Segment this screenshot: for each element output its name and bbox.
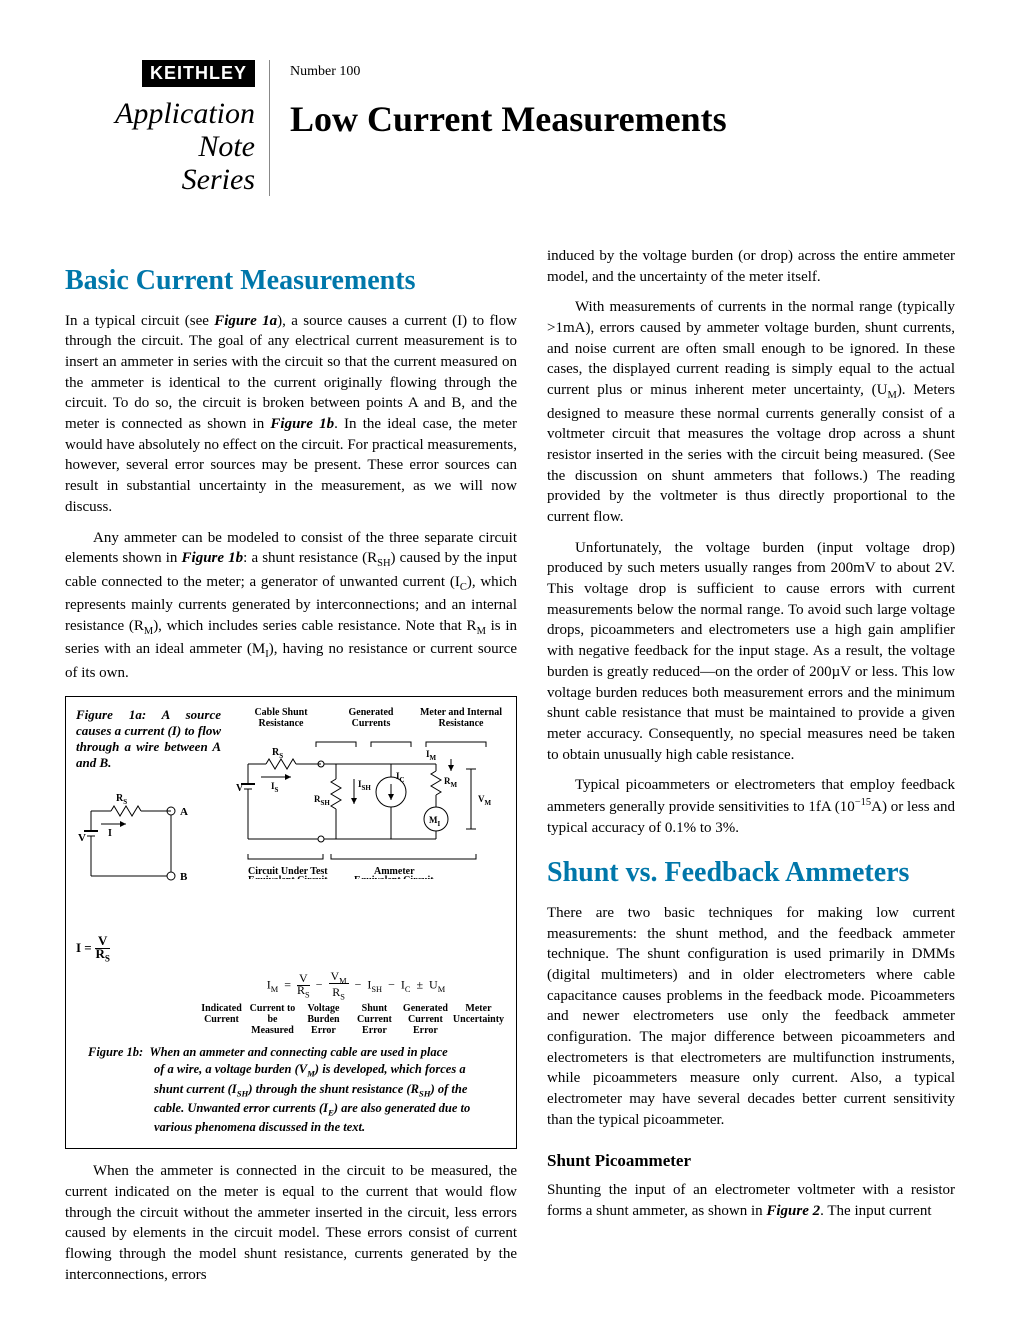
document-number: Number 100 [290,60,955,80]
svg-text:V: V [236,783,244,794]
svg-text:VM: VM [478,794,492,807]
figure-label: Cable Shunt Resistance [236,707,326,729]
body-paragraph: When the ammeter is connected in the cir… [65,1161,517,1285]
section-heading-basic: Basic Current Measurements [65,262,517,301]
svg-text:IC: IC [396,771,405,784]
figure-1b-circuit: V RS IS [236,729,506,879]
brand-badge: KEITHLEY [142,60,255,87]
svg-text:MI: MI [429,815,441,828]
svg-text:Equivalent Circuit: Equivalent Circuit [354,875,434,879]
section-heading-shunt: Shunt vs. Feedback Ammeters [547,854,955,893]
svg-text:B: B [180,871,188,883]
svg-text:IM: IM [426,749,437,762]
body-columns: Basic Current Measurements In a typical … [65,246,955,1295]
figure-label: Generated Currents [326,707,416,729]
document-header: KEITHLEY Application Note Series Number … [65,60,955,196]
body-paragraph: Unfortunately, the voltage burden (input… [547,538,955,766]
title-column: Number 100 Low Current Measurements [270,60,955,140]
body-paragraph: With measurements of currents in the nor… [547,297,955,527]
right-column: induced by the voltage burden (or drop) … [547,246,955,1295]
svg-text:I: I [108,828,112,839]
brand-column: KEITHLEY Application Note Series [65,60,270,196]
body-paragraph: Any ammeter can be modeled to consist of… [65,528,517,684]
svg-text:ISH: ISH [358,779,371,792]
body-paragraph: induced by the voltage burden (or drop) … [547,246,955,287]
body-paragraph: In a typical circuit (see Figure 1a), a … [65,311,517,518]
svg-text:A: A [180,806,188,818]
svg-text:RS: RS [116,793,127,806]
figure-1b-caption: Figure 1b: When an ammeter and connectin… [76,1044,506,1136]
figure-1a-caption: Figure 1a: A source causes a current (I)… [76,707,221,772]
figure-term-labels: Indicated Current Current to be Measured… [76,1003,506,1036]
body-paragraph: Shunting the input of an electrometer vo… [547,1180,955,1221]
svg-text:RS: RS [272,747,283,760]
svg-text:Equivalent Circuit: Equivalent Circuit [248,875,328,879]
body-paragraph: Typical picoammeters or electrometers th… [547,775,955,838]
figure-1a-circuit: V RS I A [76,776,206,926]
figure-label: Meter and Internal Resistance [416,707,506,729]
subsection-heading: Shunt Picoammeter [547,1149,955,1172]
body-paragraph: There are two basic techniques for makin… [547,903,955,1131]
figure-equation: IM = VRS − VMRS − ISH − IC ± UM [76,970,506,1002]
svg-text:V: V [78,832,86,844]
svg-text:RSH: RSH [314,794,330,807]
left-column: Basic Current Measurements In a typical … [65,246,517,1295]
svg-text:RM: RM [444,776,458,789]
series-label: Application Note Series [65,97,255,196]
figure-1-box: Figure 1a: A source causes a current (I)… [65,696,517,1150]
document-title: Low Current Measurements [290,98,955,140]
svg-text:IS: IS [271,781,279,794]
